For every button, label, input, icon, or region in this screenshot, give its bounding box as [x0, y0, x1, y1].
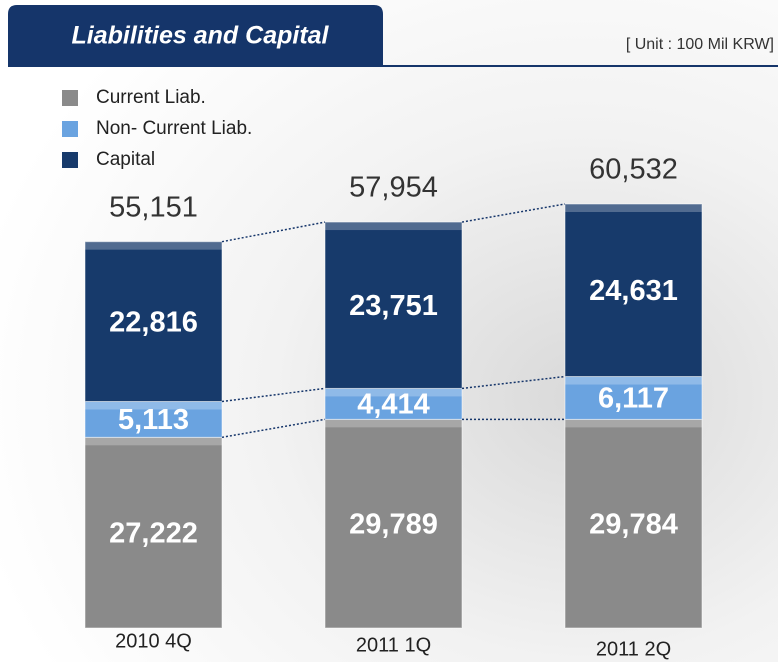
bar-segment [564, 418, 703, 629]
total-label: 60,532 [589, 154, 678, 186]
segment-label: 22,816 [109, 306, 198, 338]
title-tab [8, 5, 383, 65]
segment-label: 23,751 [349, 290, 438, 322]
bar-highlight [325, 388, 462, 397]
connector [461, 203, 566, 223]
bar-highlight [325, 222, 462, 231]
legend-label: Current Liab. [96, 87, 206, 108]
bar-highlight [565, 376, 702, 385]
bar-segment [84, 436, 223, 629]
bar-highlight [85, 437, 222, 446]
segment-label: 29,784 [589, 508, 678, 540]
connector [461, 375, 566, 390]
legend-swatch [62, 121, 78, 137]
x-tick-label: 2011 2Q [596, 638, 671, 660]
bar-highlight [565, 419, 702, 428]
connector [221, 221, 326, 243]
x-tick-label: 2011 1Q [356, 634, 431, 656]
total-label: 57,954 [349, 172, 438, 204]
total-label: 55,151 [109, 191, 198, 223]
segment-label: 27,222 [109, 517, 198, 549]
legend-label: Non- Current Liab. [96, 118, 252, 139]
segment-label: 24,631 [589, 275, 678, 307]
bar-highlight [565, 204, 702, 212]
bar-segment [564, 203, 703, 378]
bar-highlight [325, 419, 462, 428]
segment-label: 29,789 [349, 508, 438, 540]
bar-segment [84, 241, 223, 403]
connector [221, 387, 326, 403]
x-tick-label: 2010 4Q [115, 630, 192, 652]
legend-swatch [62, 90, 78, 106]
unit-label: [ Unit : 100 Mil KRW] [626, 36, 774, 53]
chart-title: Liabilities and Capital [72, 22, 330, 50]
bar-highlight [85, 401, 222, 410]
segment-label: 6,117 [598, 383, 669, 415]
segment-label: 4,414 [357, 389, 430, 421]
legend-label: Capital [96, 149, 155, 170]
segment-label: 5,113 [118, 404, 189, 436]
connector [221, 418, 326, 439]
bar-highlight [85, 241, 222, 250]
bar-segment [324, 221, 463, 389]
bar-segment [324, 387, 463, 420]
legend-swatch [62, 152, 78, 168]
